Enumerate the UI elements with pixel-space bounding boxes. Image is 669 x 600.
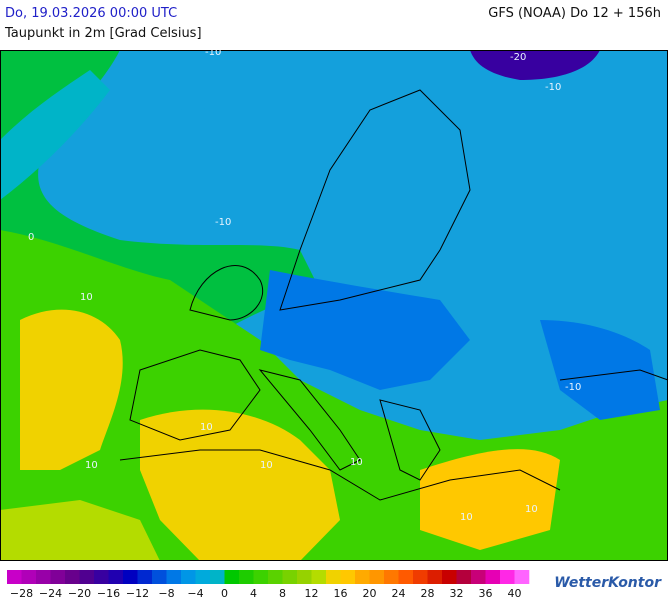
map-frame (0, 50, 668, 561)
scale-label: 40 (508, 587, 522, 600)
color-swatch (442, 570, 457, 584)
color-swatch (239, 570, 254, 584)
scale-label: −16 (97, 587, 120, 600)
parameter: Taupunkt in 2m [Grad Celsius] (5, 26, 202, 41)
color-swatch (311, 570, 327, 584)
color-swatch (456, 570, 472, 584)
contour-label: 10 (200, 422, 213, 433)
scale-label: −4 (187, 587, 203, 600)
scale-label: −24 (39, 587, 62, 600)
color-swatch (224, 570, 240, 584)
color-swatch (340, 570, 356, 584)
contour-label: 10 (460, 512, 473, 523)
area-blue-dark (260, 270, 470, 390)
color-swatch (50, 570, 66, 584)
contour-label: 10 (80, 292, 93, 303)
scale-label: −20 (68, 587, 91, 600)
color-swatch (7, 570, 22, 584)
scale-label: 0 (221, 587, 228, 600)
color-swatch (181, 570, 196, 584)
color-swatch (108, 570, 124, 584)
contour-label: -10 (205, 50, 221, 58)
contour-label: -10 (215, 217, 231, 228)
color-swatch (384, 570, 399, 584)
color-swatch (166, 570, 182, 584)
color-swatch (326, 570, 341, 584)
coastline (119, 89, 669, 501)
contour-label: 10 (350, 457, 363, 468)
area-yellow (140, 409, 340, 561)
color-swatch (36, 570, 51, 584)
area-yellow-green (0, 500, 160, 561)
area-yellow (20, 309, 123, 470)
color-swatch (79, 570, 95, 584)
scale-label: 12 (305, 587, 319, 600)
color-swatch (355, 570, 370, 584)
color-swatch (123, 570, 138, 584)
color-swatch (21, 570, 37, 584)
color-swatch (253, 570, 269, 584)
scale-label: 36 (479, 587, 493, 600)
area-blue (180, 107, 223, 144)
color-swatch (195, 570, 211, 584)
scale-label: 24 (392, 587, 406, 600)
contour-label: -20 (510, 52, 526, 63)
color-swatch (152, 570, 167, 584)
valid-time: Do, 19.03.2026 00:00 UTC (5, 6, 178, 21)
contour-label: 0 (28, 232, 34, 243)
brand: WetterKontor (554, 575, 661, 591)
color-swatch (485, 570, 501, 584)
contour-label: 10 (85, 460, 98, 471)
scale-label: 28 (421, 587, 435, 600)
color-swatch (268, 570, 283, 584)
color-swatch (137, 570, 153, 584)
color-swatch (210, 570, 225, 584)
color-swatch (282, 570, 298, 584)
scale-label: 16 (334, 587, 348, 600)
contour-labels: -10 -20 -10 0 -10 10 -10 10 10 10 10 10 10 (28, 50, 581, 523)
contour-label: -10 (565, 382, 581, 393)
area-purple (470, 50, 600, 80)
color-swatch (65, 570, 80, 584)
model-run: GFS (NOAA) Do 12 + 156h (488, 6, 661, 21)
map: -10 -20 -10 0 -10 10 -10 10 10 10 10 10 10 (0, 50, 669, 561)
color-swatch (369, 570, 385, 584)
scale-label: −28 (10, 587, 33, 600)
scale-label: −8 (158, 587, 174, 600)
color-swatch (500, 570, 515, 584)
color-swatch (413, 570, 428, 584)
area-blue-dark (540, 320, 660, 420)
scale-label: −12 (126, 587, 149, 600)
color-scale: −28 −24 −20 −16 −12 −8 −4 0 4 8 12 16 20 24 28 32 36 40 (7, 570, 530, 600)
contour-label: -10 (545, 82, 561, 93)
color-swatch (514, 570, 530, 584)
color-swatch (471, 570, 486, 584)
contour-label: 10 (260, 460, 273, 471)
color-swatch (94, 570, 109, 584)
contour-label: 10 (525, 504, 538, 515)
area-orange (420, 449, 560, 550)
area-cyan (0, 70, 110, 200)
scale-label: 20 (363, 587, 377, 600)
scale-label: 8 (279, 587, 286, 600)
scale-label: 32 (450, 587, 464, 600)
scale-label: 4 (250, 587, 257, 600)
color-swatch (427, 570, 443, 584)
color-swatch (297, 570, 312, 584)
color-swatch (398, 570, 414, 584)
